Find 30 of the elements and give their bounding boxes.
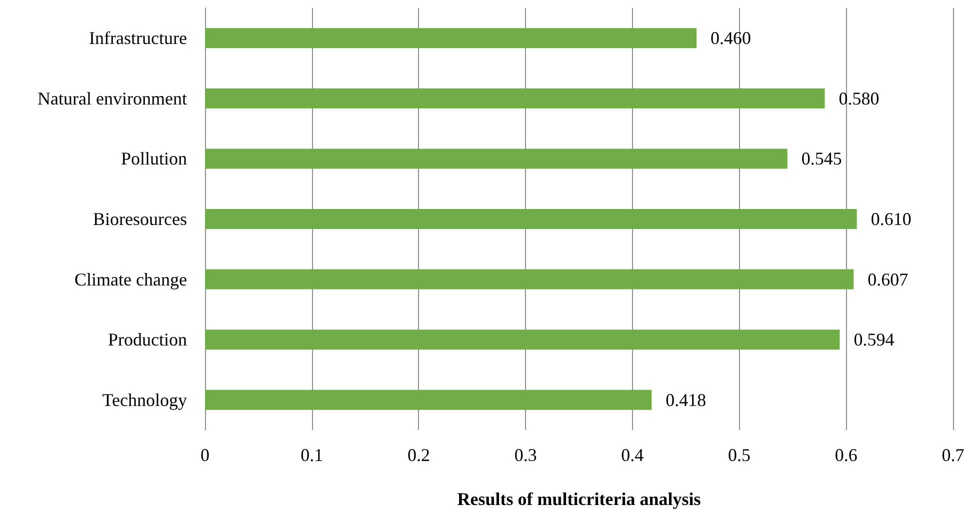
- bar: [205, 269, 854, 290]
- y-tick-label: Pollution: [120, 148, 187, 169]
- bar: [205, 28, 697, 48]
- x-tick-label: 0.6: [834, 445, 858, 465]
- bar: [205, 330, 840, 350]
- y-tick-label: Infrastructure: [89, 28, 188, 48]
- y-tick-label: Technology: [102, 390, 187, 410]
- y-tick-label: Climate change: [74, 269, 187, 290]
- y-tick-label: Production: [108, 330, 187, 350]
- x-tick-label: 0.7: [942, 445, 964, 465]
- data-label: 0.610: [870, 209, 912, 229]
- y-tick-label: Bioresources: [93, 209, 187, 229]
- x-tick-label: 0.1: [300, 445, 324, 465]
- data-label: 0.594: [854, 330, 894, 350]
- x-axis-title: Results of multicriteria analysis: [457, 489, 701, 509]
- x-tick-label: 0.5: [728, 445, 751, 465]
- x-tick-label: 0.3: [514, 445, 537, 465]
- x-tick-label: 0: [200, 445, 210, 465]
- data-label: 0.545: [801, 148, 842, 169]
- data-label: 0.460: [710, 28, 752, 48]
- y-tick-label: Natural environment: [38, 88, 187, 108]
- data-label: 0.580: [838, 88, 880, 108]
- bar: [205, 148, 788, 169]
- bar: [205, 88, 825, 108]
- data-label: 0.607: [868, 269, 908, 290]
- x-tick-label: 0.4: [621, 445, 644, 465]
- bar: [205, 390, 652, 410]
- data-label: 0.418: [666, 390, 706, 410]
- bar: [205, 209, 857, 229]
- x-tick-label: 0.2: [407, 445, 430, 465]
